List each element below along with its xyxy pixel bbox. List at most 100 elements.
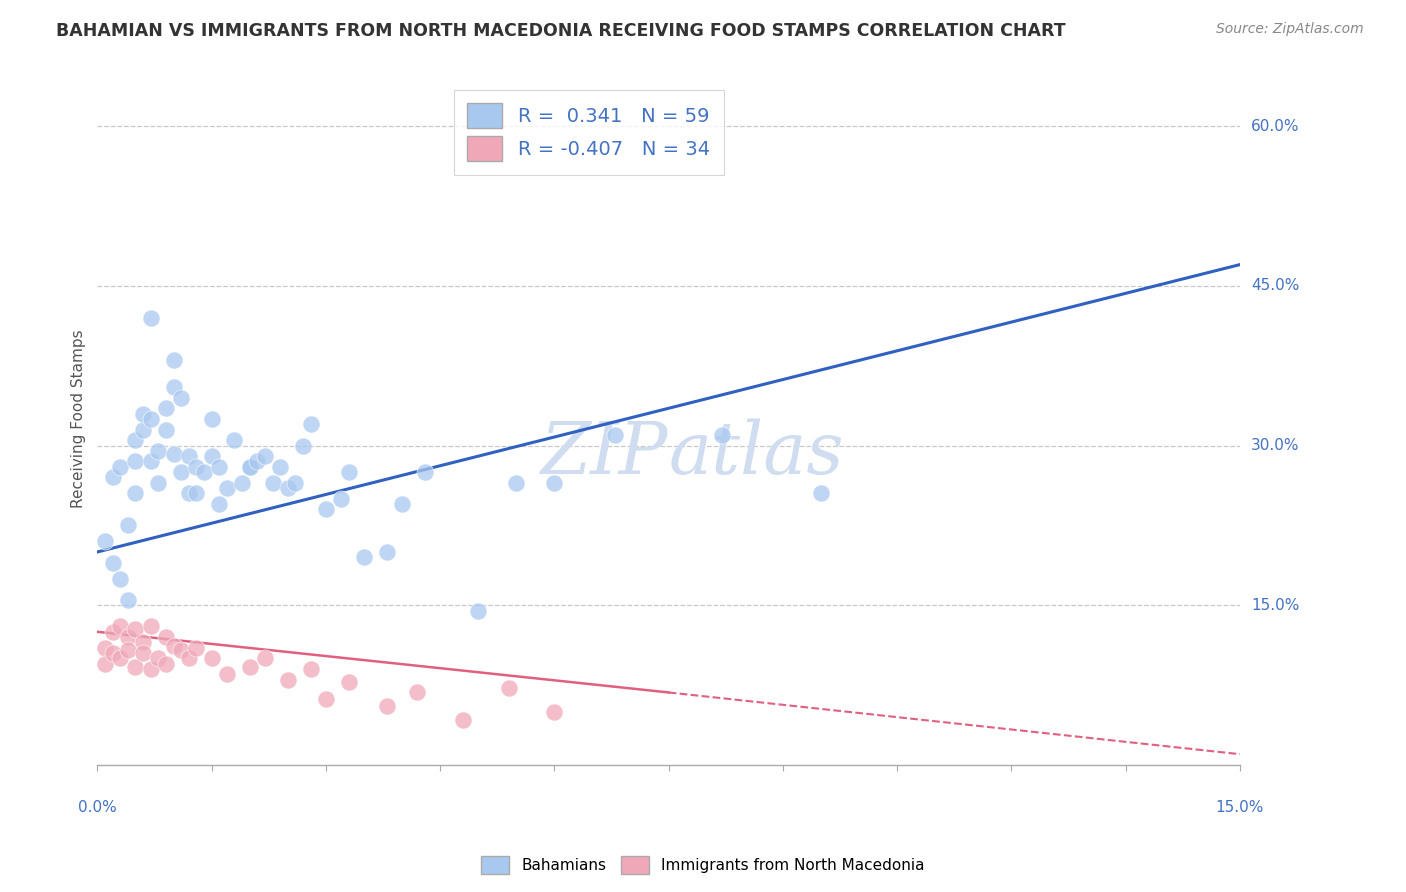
Point (375, 699, 398, 714)
Point (101, 470, 124, 484)
Point (413, 465, 436, 479)
Point (108, 572, 131, 586)
Point (239, 459, 262, 474)
Point (162, 639, 184, 653)
Point (375, 545, 398, 559)
Point (162, 380, 184, 394)
Point (224, 433, 246, 447)
Point (101, 646, 124, 660)
Point (186, 486, 208, 500)
Point (186, 640, 208, 655)
Point (170, 391, 193, 405)
Point (246, 454, 269, 468)
Point (155, 630, 177, 644)
Point (406, 685, 429, 699)
Text: 60.0%: 60.0% (1251, 119, 1299, 134)
Point (148, 475, 170, 490)
Point (299, 417, 322, 432)
Point (132, 635, 155, 649)
Point (277, 673, 299, 687)
Point (155, 657, 177, 671)
Point (239, 459, 262, 474)
Point (155, 423, 177, 437)
Point (117, 643, 139, 657)
Point (193, 465, 215, 479)
Point (284, 475, 307, 490)
Point (505, 475, 527, 490)
Point (201, 412, 224, 426)
Point (117, 630, 139, 644)
Point (132, 423, 155, 437)
Point (139, 412, 162, 426)
Point (94, 657, 117, 671)
Point (292, 438, 315, 452)
Point (170, 643, 193, 657)
Point (353, 550, 375, 565)
Point (299, 662, 322, 676)
Point (253, 449, 276, 463)
Point (810, 486, 832, 500)
Point (117, 592, 139, 607)
Point (337, 465, 360, 479)
Point (94, 534, 117, 549)
Point (231, 475, 253, 490)
Point (101, 556, 124, 570)
Point (124, 454, 146, 468)
Point (148, 651, 170, 665)
Point (391, 497, 413, 511)
Text: 15.0%: 15.0% (1251, 598, 1299, 613)
Point (108, 619, 131, 633)
Point (315, 691, 337, 706)
Text: 45.0%: 45.0% (1251, 278, 1299, 293)
Point (277, 481, 299, 495)
Point (117, 518, 139, 533)
Point (101, 624, 124, 639)
Point (124, 486, 146, 500)
Point (108, 651, 131, 665)
Text: atlas: atlas (669, 418, 844, 489)
Point (177, 486, 200, 500)
Point (162, 447, 184, 461)
Point (605, 428, 627, 442)
Point (330, 491, 353, 506)
Point (498, 681, 520, 696)
Point (124, 622, 146, 636)
Point (253, 651, 276, 665)
Point (124, 433, 146, 447)
Point (208, 497, 231, 511)
Point (711, 428, 734, 442)
Point (201, 449, 224, 463)
Legend: Bahamians, Immigrants from North Macedonia: Bahamians, Immigrants from North Macedon… (475, 850, 931, 880)
Point (186, 459, 208, 474)
Point (155, 401, 177, 416)
Point (262, 475, 284, 490)
Point (132, 646, 155, 660)
Point (269, 459, 291, 474)
Text: ZIP: ZIP (541, 418, 669, 489)
Point (124, 660, 146, 674)
Point (139, 454, 162, 468)
Point (451, 713, 474, 727)
Point (139, 310, 162, 325)
Point (337, 674, 360, 689)
Text: BAHAMIAN VS IMMIGRANTS FROM NORTH MACEDONIA RECEIVING FOOD STAMPS CORRELATION CH: BAHAMIAN VS IMMIGRANTS FROM NORTH MACEDO… (56, 22, 1066, 40)
Y-axis label: Receiving Food Stamps: Receiving Food Stamps (72, 330, 86, 508)
Point (177, 651, 200, 665)
Point (467, 603, 489, 617)
Point (239, 660, 262, 674)
Point (315, 502, 337, 516)
Point (132, 407, 155, 421)
Point (177, 449, 200, 463)
Point (543, 475, 565, 490)
Point (215, 481, 238, 495)
Point (208, 459, 231, 474)
Point (162, 353, 184, 368)
Text: 30.0%: 30.0% (1251, 438, 1299, 453)
Point (215, 667, 238, 681)
Point (543, 705, 565, 719)
Point (201, 651, 224, 665)
Text: 0.0%: 0.0% (77, 799, 117, 814)
Text: 15.0%: 15.0% (1216, 799, 1264, 814)
Point (139, 662, 162, 676)
Legend: R =  0.341   N = 59, R = -0.407   N = 34: R = 0.341 N = 59, R = -0.407 N = 34 (454, 89, 724, 175)
